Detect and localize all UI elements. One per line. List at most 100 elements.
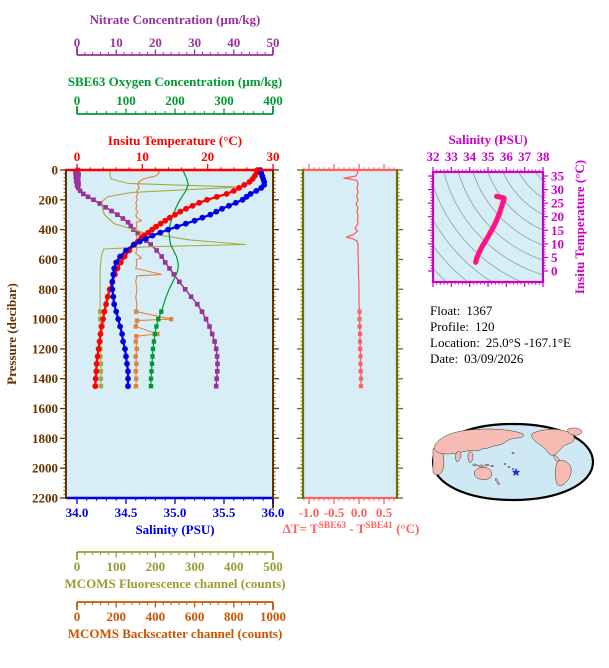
axis-tick-label: 400 — [263, 93, 283, 108]
series-salinity-marker — [109, 278, 116, 285]
series-delta-t-markers — [357, 309, 364, 389]
axis-tick-label: 38 — [537, 149, 551, 164]
series-temperature-marker — [153, 223, 160, 230]
axis-tick-label: 0 — [74, 35, 81, 50]
ts-temp-tick-label: 35 — [551, 169, 565, 184]
series-salinity-marker — [207, 211, 214, 218]
series-nitrate-marker — [213, 346, 219, 352]
series-fluorescence-marker — [98, 384, 104, 389]
series-salinity-marker — [157, 229, 164, 236]
series-backscatter-marker — [155, 331, 160, 337]
series-temperature-marker — [157, 220, 164, 227]
series-nitrate-marker — [215, 361, 220, 367]
series-salinity-marker — [125, 368, 131, 375]
delta-t-axis-title: ΔT= TSBE63 - TSBE41 (°C) — [283, 521, 420, 536]
series-salinity-line — [111, 169, 266, 387]
layer-data — [73, 167, 507, 390]
series-salinity-marker — [109, 286, 116, 293]
series-salinity-marker — [136, 238, 143, 245]
series-salinity-marker — [219, 205, 225, 212]
axis-tick-label: 30 — [267, 149, 280, 164]
series-nitrate-marker — [182, 287, 188, 292]
island-pacific-3 — [503, 463, 507, 465]
axis-tick-label: 36.0 — [262, 505, 285, 520]
series-temperature-marker — [230, 188, 237, 194]
series-salinity-marker — [111, 301, 118, 308]
series-salinity-marker — [113, 259, 120, 266]
series-nitrate-marker — [167, 266, 172, 271]
series-salinity-markers — [109, 167, 268, 390]
series-temperature-marker — [177, 208, 184, 215]
series-temperature-marker — [183, 205, 190, 212]
series-temperature-marker — [100, 316, 106, 322]
series-temperature-marker — [101, 308, 108, 315]
series-oxygen-marker — [148, 376, 154, 381]
series-salinity-marker — [117, 253, 123, 260]
series-temperature-marker — [241, 182, 248, 188]
info-profile: Profile: 120 — [430, 319, 495, 334]
series-temperature-marker — [204, 196, 210, 203]
series-nitrate-marker — [188, 294, 194, 299]
series-nitrate-marker — [212, 339, 217, 344]
series-oxygen-marker — [149, 369, 154, 374]
series-delta-t-marker — [358, 361, 363, 366]
series-nitrate-marker — [207, 324, 212, 329]
axis-tick-label: -1.0 — [299, 505, 320, 520]
land-greenland — [567, 427, 583, 436]
axis-tick-label: 0.5 — [376, 505, 393, 520]
island-indonesia-3 — [484, 463, 490, 467]
series-backscatter-marker — [134, 376, 139, 381]
axis-tick-label: 300 — [214, 93, 234, 108]
pressure-tick-label: 200 — [39, 192, 59, 207]
series-nitrate-marker — [91, 197, 96, 203]
axis-tick-label: 37 — [518, 149, 532, 164]
series-salinity-marker — [239, 196, 246, 203]
series-temperature-marker — [104, 293, 111, 300]
series-temperature-marker — [223, 191, 230, 197]
axis-tick-label: 200 — [106, 609, 126, 624]
series-oxygen-line — [150, 169, 189, 387]
axis-tick-label: 10 — [110, 35, 123, 50]
series-nitrate-marker — [120, 216, 126, 221]
series-salinity-marker — [247, 191, 254, 197]
series-salinity-marker — [117, 323, 123, 330]
series-temperature-marker — [121, 253, 128, 260]
series-delta-t-marker — [358, 384, 364, 389]
series-temperature-marker — [97, 331, 104, 337]
island-indonesia-1 — [472, 463, 478, 467]
axis-tick-label: 200 — [165, 93, 185, 108]
island-pacific-2 — [511, 468, 515, 470]
series-temperature-marker — [213, 193, 220, 200]
series-nitrate-marker — [85, 194, 91, 200]
island-pacific-1 — [507, 466, 511, 468]
ts-temp-tick-label: 10 — [551, 236, 564, 251]
series-backscatter-marker — [134, 309, 139, 314]
pressure-tick-label: 400 — [39, 222, 59, 237]
ts-curve-inner — [474, 195, 506, 264]
info-date-value: 03/09/2026 — [464, 351, 524, 366]
series-temperature-marker — [236, 185, 242, 191]
series-delta-t-marker — [357, 324, 362, 329]
series-temperature-marker — [95, 346, 102, 352]
ts-temp-tick-label: 20 — [551, 209, 564, 224]
series-delta-t-marker — [357, 331, 363, 337]
world-map — [431, 422, 595, 502]
series-salinity-marker — [253, 188, 260, 194]
series-fluorescence-line — [99, 170, 247, 387]
series-salinity-marker — [142, 235, 149, 242]
series-nitrate-marker — [148, 242, 153, 247]
series-nitrate-marker — [75, 185, 81, 191]
axis-tick-label: 0.0 — [351, 505, 367, 520]
series-nitrate-marker — [214, 354, 220, 359]
temperature-axis-title: Insitu Temperature (°C) — [108, 133, 242, 148]
series-delta-t-marker — [358, 369, 363, 374]
pressure-tick-label: 2000 — [32, 461, 58, 476]
axis-tick-label: 300 — [185, 559, 205, 574]
axis-tick-label: -0.5 — [324, 505, 345, 520]
series-temperature-marker — [172, 211, 178, 218]
series-nitrate-marker — [73, 174, 79, 179]
series-delta-t-marker — [357, 339, 363, 344]
series-oxygen-marker — [151, 339, 157, 344]
series-backscatter-marker — [133, 324, 138, 329]
series-nitrate-marker — [135, 231, 141, 236]
